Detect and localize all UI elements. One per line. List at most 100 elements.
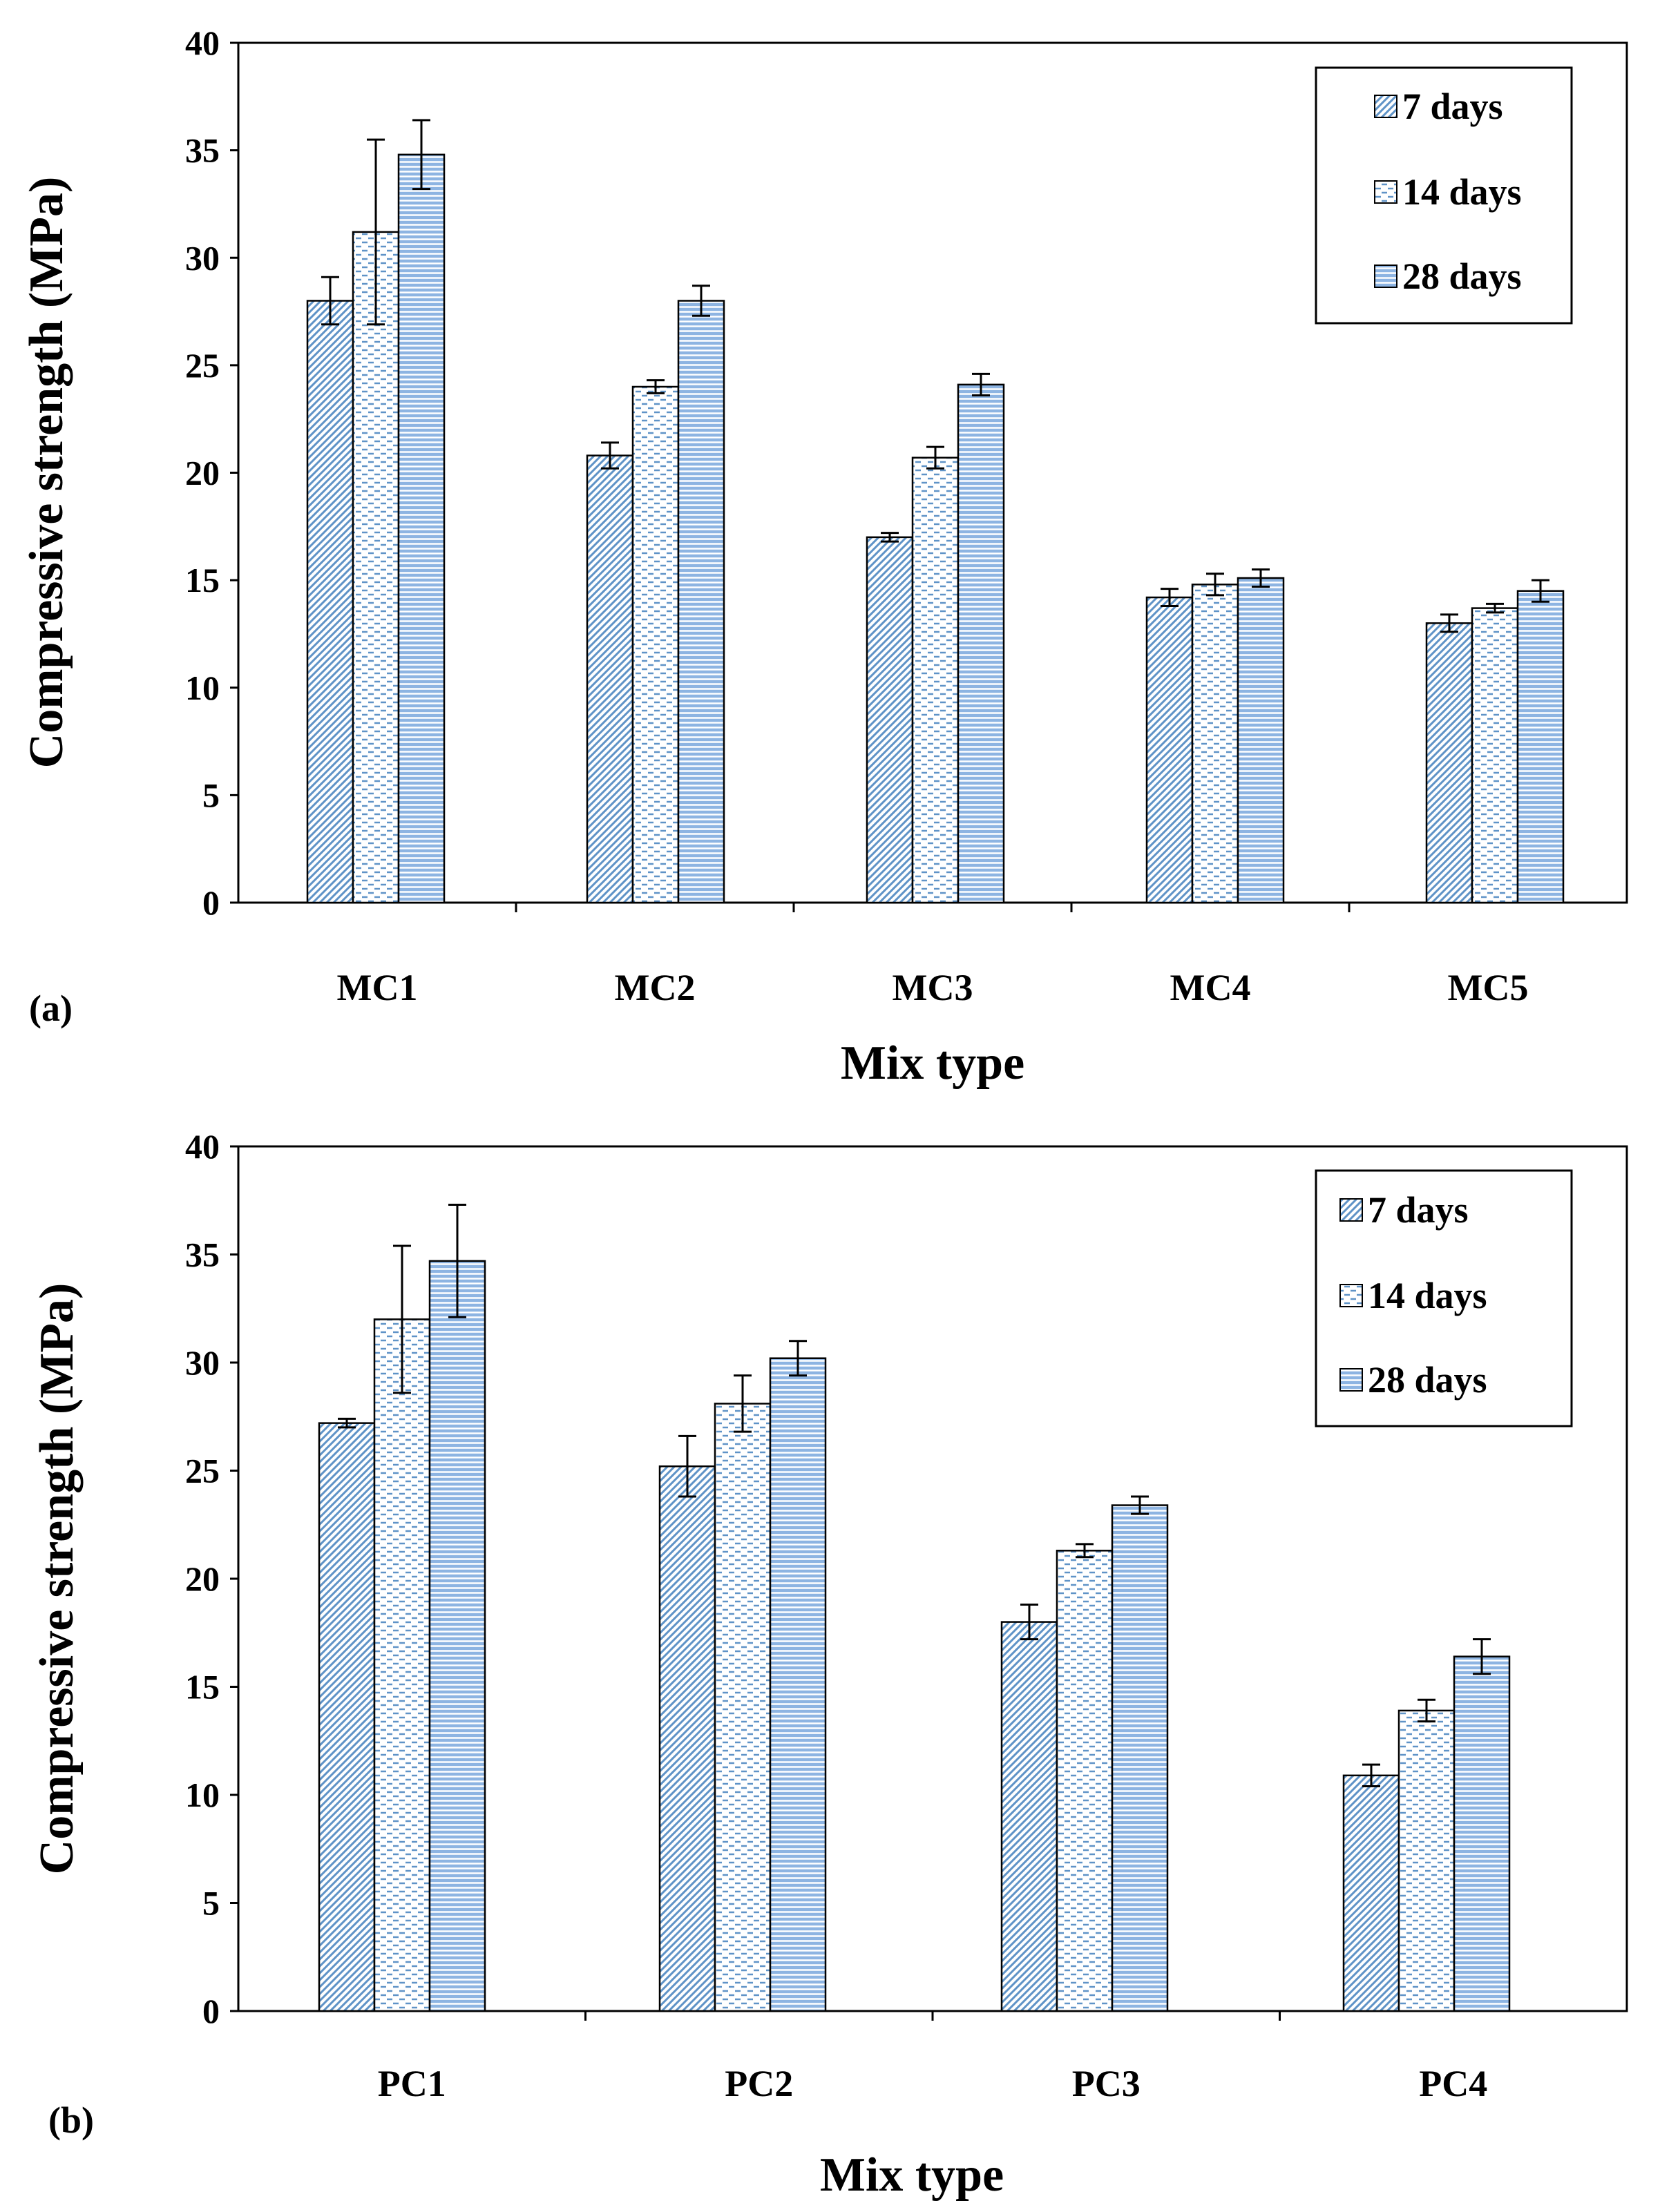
error-bar [1020,1604,1038,1641]
y-tick-label: 5 [202,776,220,814]
x-category-label: PC3 [1072,2063,1141,2104]
y-tick-label: 30 [185,238,220,277]
y-axis-title: Compressive strength (MPa) [20,177,73,769]
error-bar [1440,613,1458,633]
x-category-label: PC4 [1419,2063,1487,2104]
y-tick-label: 20 [185,1559,220,1598]
error-bar [448,1204,466,1318]
bar-group-mc3 [866,372,1005,904]
legend-swatch-14-days [1374,180,1397,204]
y-axis-ticks: 0 5 10 15 20 25 30 35 40 [185,23,238,922]
error-bar [881,532,899,543]
legend: 7 days 14 days 28 days [1315,66,1573,325]
bar-mc3-7-days [866,536,914,904]
y-tick-label: 15 [185,561,220,599]
chart-panel-b: 0 5 10 15 20 25 30 35 40 PC1 PC2 PC3 PC4 7 days 14 … [30,1127,1628,2202]
x-axis-title: Mix type [841,1037,1024,1090]
bar-pc2-7-days [658,1465,716,2012]
bar-mc2-7-days [586,454,634,904]
error-bar [734,1374,752,1433]
legend-label-7-days: 7 days [1368,1189,1469,1231]
y-tick-label: 40 [185,23,220,62]
error-bar [1252,568,1270,588]
bar-mc1-14-days [352,231,400,904]
y-tick-label: 35 [185,131,220,170]
legend-box [1315,66,1573,325]
bar-mc4-28-days [1237,577,1285,904]
bar-mc5-7-days [1425,622,1473,904]
y-tick-label: 40 [185,1127,220,1166]
error-bar [338,1417,356,1429]
y-tick-label: 5 [202,1884,220,1923]
y-tick-label: 25 [185,1452,220,1490]
bar-group-mc4 [1145,568,1285,904]
error-bar [972,372,990,396]
bar-pc1-7-days [318,1422,376,2012]
x-axis-ticks: PC1 PC2 PC3 PC4 [378,2011,1487,2104]
error-bar [601,441,619,470]
error-bar [678,1434,696,1498]
error-bar [1161,588,1179,607]
bar-mc3-14-days [911,456,960,904]
bar-mc2-14-days [631,385,680,904]
error-bar [1362,1763,1380,1787]
error-bar [926,445,944,470]
y-tick-label: 0 [202,883,220,922]
x-category-label: MC1 [337,967,418,1008]
y-axis-title: Compressive strength (MPa) [30,1283,84,1875]
legend-label-14-days: 14 days [1402,171,1522,213]
error-bar [789,1340,807,1377]
bar-pc4-28-days [1453,1655,1511,2012]
bar-pc4-7-days [1342,1774,1400,2012]
x-axis-title: Mix type [820,2148,1004,2202]
bar-pc2-14-days [714,1403,772,2012]
bar-mc5-28-days [1516,590,1565,904]
bar-group-mc2 [586,285,725,904]
legend: 7 days 14 days 28 days [1315,1169,1573,1427]
legend-swatch-7-days [1374,95,1397,118]
legend-label-28-days: 28 days [1368,1359,1487,1401]
panel-label-a: (a) [29,988,73,1029]
bar-mc2-28-days [677,300,725,904]
y-tick-label: 25 [185,346,220,385]
legend-label-7-days: 7 days [1402,86,1503,127]
error-bar [1131,1495,1149,1515]
bar-group-mc5 [1425,579,1565,904]
bar-pc3-14-days [1056,1550,1114,2012]
y-tick-label: 10 [185,1776,220,1814]
legend-label-14-days: 14 days [1368,1275,1487,1316]
bar-group-pc2 [658,1340,827,2012]
legend-swatch-7-days [1339,1198,1363,1222]
error-bar [412,119,430,191]
bar-group-mc1 [306,119,446,904]
bar-group-pc1 [318,1204,486,2012]
y-tick-label: 15 [185,1668,220,1706]
chart-panel-a: 0 5 10 15 20 25 30 35 40 MC1 MC2 MC3 MC4 MC5 7 days … [20,23,1628,1090]
x-category-label: MC2 [615,967,696,1008]
legend-swatch-28-days [1374,265,1397,288]
bar-mc5-14-days [1471,607,1519,904]
error-bar [321,276,339,326]
error-bar [1206,573,1224,597]
panel-label-b: (b) [48,2099,94,2141]
x-category-label: MC5 [1448,967,1529,1008]
bar-group-pc4 [1342,1638,1511,2012]
bar-pc1-14-days [373,1318,431,2012]
error-bar [393,1244,411,1394]
error-bar [1473,1638,1491,1675]
legend-label-28-days: 28 days [1402,256,1522,297]
x-category-label: MC3 [893,967,973,1008]
error-bar [647,379,665,394]
legend-swatch-14-days [1339,1284,1363,1307]
legend-swatch-28-days [1339,1368,1363,1392]
error-bar [1486,602,1504,614]
error-bar [692,285,710,317]
x-category-label: PC2 [725,2063,793,2104]
bar-mc4-7-days [1145,596,1194,904]
error-bar [1418,1698,1435,1723]
y-tick-label: 0 [202,1992,220,2030]
error-bar [1532,579,1549,603]
bar-groups [306,119,1565,904]
y-tick-label: 10 [185,669,220,707]
